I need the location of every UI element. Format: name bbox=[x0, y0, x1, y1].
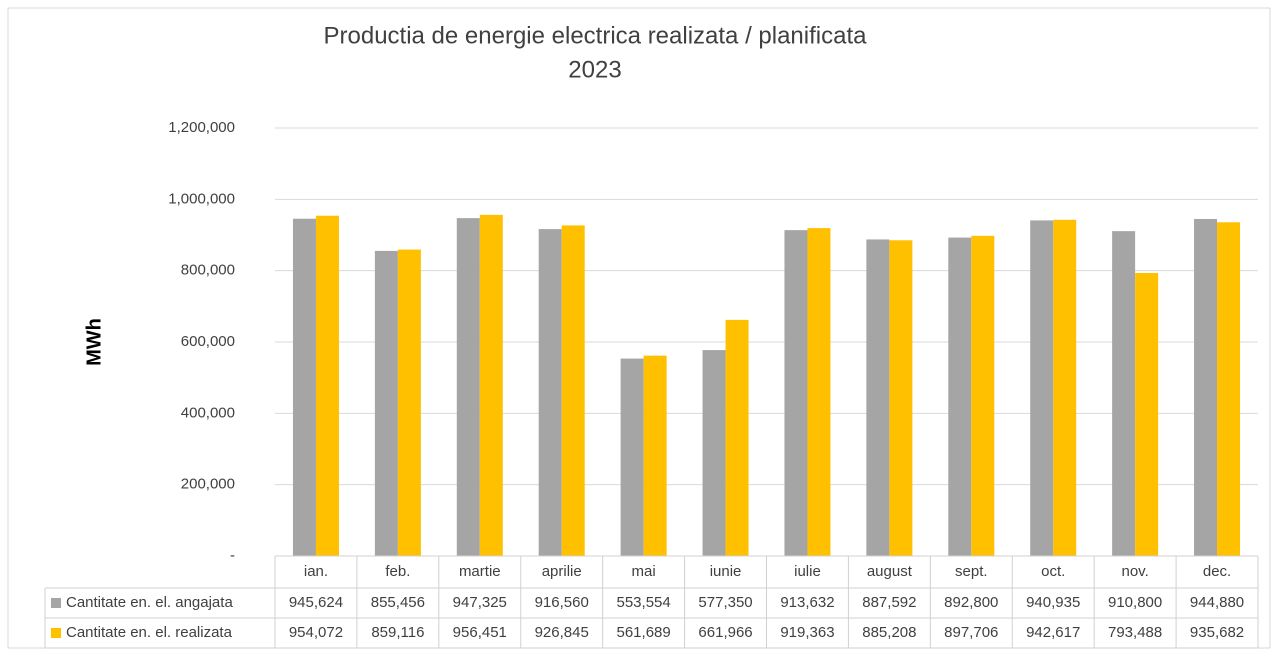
bar bbox=[292, 218, 316, 556]
legend-label: Cantitate en. el. angajata bbox=[66, 594, 233, 611]
y-tick-label: 200,000 bbox=[181, 476, 235, 493]
x-tick-label: iulie bbox=[794, 563, 821, 580]
x-tick-label: oct. bbox=[1041, 563, 1065, 580]
bar bbox=[971, 235, 995, 557]
table-cell: 919,363 bbox=[780, 624, 834, 641]
bar bbox=[1217, 222, 1241, 556]
table-cell: 944,880 bbox=[1190, 594, 1244, 611]
x-tick-label: aprilie bbox=[542, 563, 582, 580]
chart-title: Productia de energie electrica realizata… bbox=[324, 22, 868, 49]
y-tick-label: 1,000,000 bbox=[168, 190, 235, 207]
x-tick-label: august bbox=[867, 563, 913, 580]
table-cell: 926,845 bbox=[535, 624, 589, 641]
table-cell: 887,592 bbox=[862, 594, 916, 611]
bar bbox=[889, 240, 913, 556]
bar bbox=[1194, 218, 1218, 556]
legend-swatch bbox=[51, 598, 61, 608]
bar bbox=[1112, 231, 1136, 556]
table-cell: 885,208 bbox=[862, 624, 916, 641]
bar bbox=[561, 225, 585, 556]
bar bbox=[725, 319, 749, 556]
x-tick-label: feb. bbox=[385, 563, 410, 580]
bar bbox=[374, 250, 398, 556]
table-cell: 947,325 bbox=[453, 594, 507, 611]
bar bbox=[479, 214, 503, 556]
bar bbox=[397, 249, 421, 556]
table-cell: 561,689 bbox=[617, 624, 671, 641]
table-cell: 793,488 bbox=[1108, 624, 1162, 641]
y-tick-label: 400,000 bbox=[181, 404, 235, 421]
table-cell: 897,706 bbox=[944, 624, 998, 641]
x-tick-label: sept. bbox=[955, 563, 988, 580]
table-cell: 942,617 bbox=[1026, 624, 1080, 641]
table-cell: 916,560 bbox=[535, 594, 589, 611]
table-cell: 910,800 bbox=[1108, 594, 1162, 611]
bar bbox=[538, 229, 562, 556]
chart-subtitle: 2023 bbox=[568, 56, 621, 83]
bar bbox=[643, 355, 667, 556]
x-tick-label: nov. bbox=[1122, 563, 1149, 580]
table-cell: 935,682 bbox=[1190, 624, 1244, 641]
bar bbox=[948, 237, 972, 556]
y-tick-label: - bbox=[230, 547, 235, 564]
table-cell: 859,116 bbox=[371, 624, 424, 641]
bar bbox=[1135, 272, 1159, 556]
bar bbox=[866, 239, 890, 556]
table-cell: 954,072 bbox=[289, 624, 343, 641]
bar bbox=[456, 218, 480, 557]
x-tick-label: iunie bbox=[710, 563, 742, 580]
table-cell: 855,456 bbox=[371, 594, 425, 611]
y-tick-label: 1,200,000 bbox=[168, 119, 235, 136]
y-tick-label: 600,000 bbox=[181, 333, 235, 350]
bar bbox=[620, 358, 644, 556]
y-axis-label: MWh bbox=[83, 318, 105, 366]
x-tick-label: ian. bbox=[304, 563, 328, 580]
x-tick-label: martie bbox=[459, 563, 501, 580]
table-cell: 940,935 bbox=[1026, 594, 1080, 611]
table-cell: 945,624 bbox=[289, 594, 343, 611]
table-cell: 661,966 bbox=[698, 624, 752, 641]
bar bbox=[1030, 220, 1054, 557]
bar bbox=[784, 230, 808, 556]
bar bbox=[1053, 219, 1077, 557]
bar bbox=[702, 350, 726, 556]
legend-swatch bbox=[51, 628, 61, 638]
x-tick-label: mai bbox=[632, 563, 656, 580]
bar bbox=[807, 228, 831, 556]
bar bbox=[315, 215, 339, 556]
x-tick-label: dec. bbox=[1203, 563, 1231, 580]
y-tick-label: 800,000 bbox=[181, 262, 235, 279]
table-cell: 913,632 bbox=[780, 594, 834, 611]
legend-label: Cantitate en. el. realizata bbox=[66, 624, 233, 641]
table-cell: 892,800 bbox=[944, 594, 998, 611]
table-cell: 577,350 bbox=[698, 594, 752, 611]
table-cell: 956,451 bbox=[453, 624, 507, 641]
table-cell: 553,554 bbox=[617, 594, 671, 611]
